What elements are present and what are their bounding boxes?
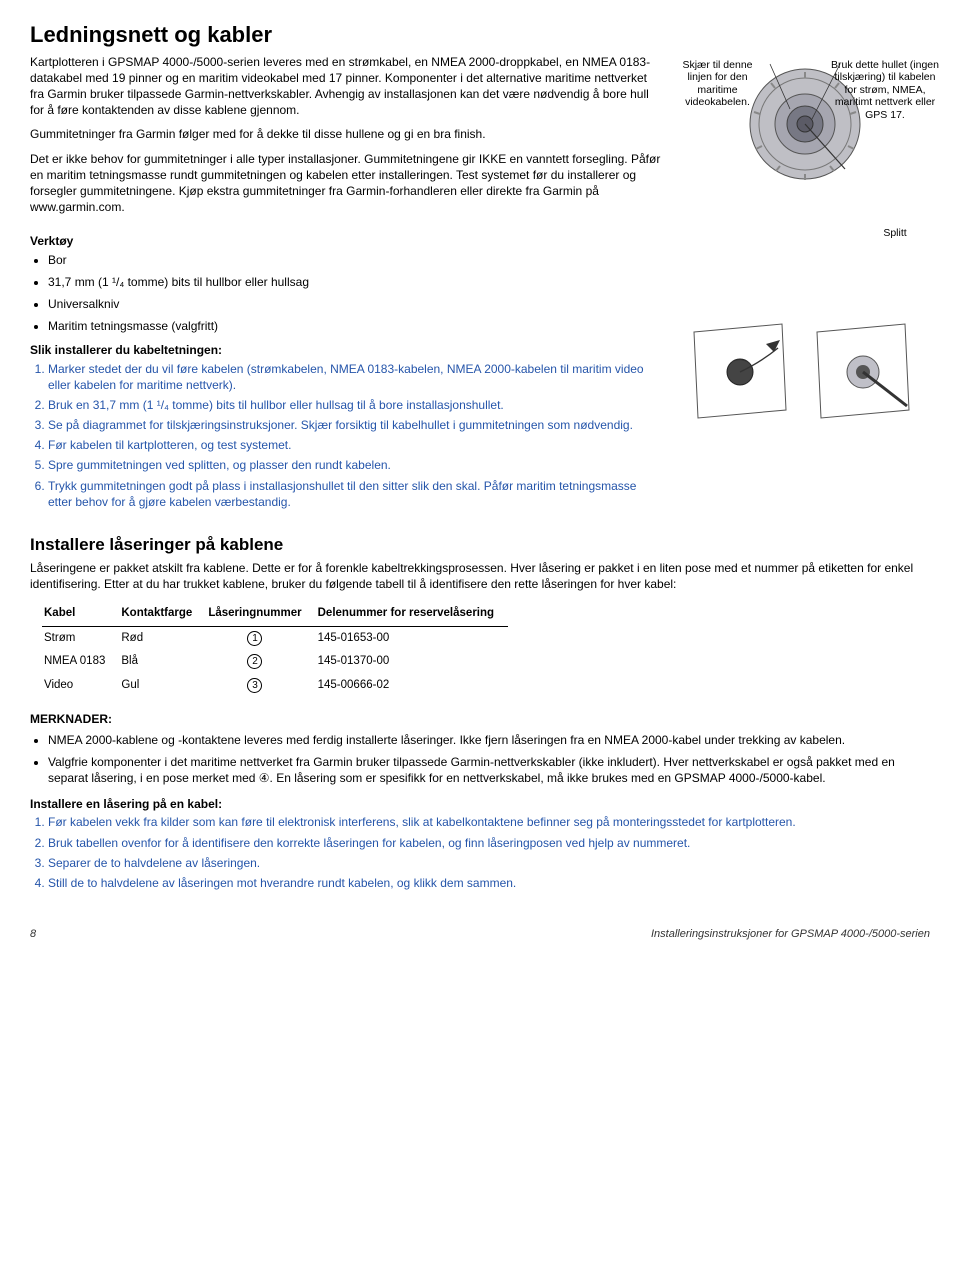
cell-delnummer: 145-01370-00 — [316, 650, 508, 674]
circled-number-icon: 1 — [247, 631, 262, 646]
step-item: Still de to halvdelene av låseringen mot… — [48, 875, 930, 891]
grommet-figure: Skjær til denne linjen for den maritime … — [680, 54, 930, 214]
step-text: Før kabelen vekk fra kilder som kan føre… — [48, 815, 796, 829]
step-text: Marker stedet der du vil føre kabelen (s… — [48, 362, 644, 392]
cell-nummer: 2 — [206, 650, 315, 674]
circled-number-icon: 3 — [247, 678, 262, 693]
th-laseringnummer: Låseringnummer — [206, 602, 315, 626]
step-item: Marker stedet der du vil føre kabelen (s… — [48, 361, 652, 393]
step-item: Før kabelen til kartplotteren, og test s… — [48, 437, 652, 453]
callout-splitt: Splitt — [870, 227, 920, 240]
install-steps: Marker stedet der du vil føre kabelen (s… — [48, 361, 652, 511]
step-item: Bruk en 31,7 mm (1 ¹/₄ tomme) bits til h… — [48, 397, 652, 413]
step-text: Før kabelen til kartplotteren, og test s… — [48, 438, 291, 452]
step-text: Bruk en 31,7 mm (1 ¹/₄ tomme) bits til h… — [48, 398, 504, 412]
lockrings-heading: Installere låseringer på kablene — [30, 534, 930, 557]
table-row: Video Gul 3 145-00666-02 — [42, 674, 508, 698]
page-number: 8 — [30, 927, 36, 942]
th-kontaktfarge: Kontaktfarge — [119, 602, 206, 626]
cell-delnummer: 145-01653-00 — [316, 626, 508, 650]
cell-kabel: Video — [42, 674, 119, 698]
circled-number-icon: 2 — [247, 654, 262, 669]
step-item: Trykk gummitetningen godt på plass i ins… — [48, 478, 652, 510]
intro-paragraph-3: Det er ikke behov for gummitetninger i a… — [30, 151, 662, 216]
notes-heading: MERKNADER: — [30, 711, 930, 727]
step-text: Separer de to halvdelene av låseringen. — [48, 856, 260, 870]
intro-text-column: Kartplotteren i GPSMAP 4000-/5000-serien… — [30, 54, 662, 224]
tools-and-panels-row: Bor 31,7 mm (1 ¹/₄ tomme) bits til hullb… — [30, 252, 930, 520]
lockrings-intro: Låseringene er pakket atskilt fra kablen… — [30, 560, 930, 592]
intro-section: Kartplotteren i GPSMAP 4000-/5000-serien… — [30, 54, 930, 224]
panel-drill-icon — [686, 318, 791, 423]
note-item: Valgfrie komponenter i det maritime nett… — [48, 754, 930, 786]
th-kabel: Kabel — [42, 602, 119, 626]
step-item: Spre gummitetningen ved splitten, og pla… — [48, 457, 652, 473]
tools-list: Bor 31,7 mm (1 ¹/₄ tomme) bits til hullb… — [48, 252, 652, 335]
notes-list: NMEA 2000-kablene og -kontaktene leveres… — [48, 732, 930, 787]
tools-steps-column: Bor 31,7 mm (1 ¹/₄ tomme) bits til hullb… — [30, 252, 652, 520]
th-delenummer: Delenummer for reservelåsering — [316, 602, 508, 626]
step-text: Se på diagrammet for tilskjæringsinstruk… — [48, 418, 633, 432]
intro-paragraph-2: Gummitetninger fra Garmin følger med for… — [30, 126, 662, 142]
cell-kabel: Strøm — [42, 626, 119, 650]
panel-cable-icon — [809, 318, 914, 423]
step-text: Still de to halvdelene av låseringen mot… — [48, 876, 516, 890]
cell-farge: Rød — [119, 626, 206, 650]
cell-delnummer: 145-00666-02 — [316, 674, 508, 698]
step-text: Trykk gummitetningen godt på plass i ins… — [48, 479, 636, 509]
lockring-table: Kabel Kontaktfarge Låseringnummer Delenu… — [42, 602, 508, 697]
cell-nummer: 3 — [206, 674, 315, 698]
step-text: Bruk tabellen ovenfor for å identifisere… — [48, 836, 690, 850]
steps2-heading: Installere en låsering på en kabel: — [30, 796, 930, 812]
page-footer: 8 Installeringsinstruksjoner for GPSMAP … — [30, 927, 930, 942]
panel-figures-column — [670, 252, 930, 520]
tools-heading: Verktøy — [30, 233, 930, 249]
lockring-steps: Før kabelen vekk fra kilder som kan føre… — [48, 814, 930, 891]
table-header-row: Kabel Kontaktfarge Låseringnummer Delenu… — [42, 602, 508, 626]
steps-heading: Slik installerer du kabeltetningen: — [30, 342, 652, 358]
step-item: Bruk tabellen ovenfor for å identifisere… — [48, 835, 930, 851]
step-text: Spre gummitetningen ved splitten, og pla… — [48, 458, 391, 472]
table-row: Strøm Rød 1 145-01653-00 — [42, 626, 508, 650]
step-item: Separer de to halvdelene av låseringen. — [48, 855, 930, 871]
panel-figures — [670, 318, 930, 423]
tool-item: Bor — [48, 252, 652, 268]
cell-kabel: NMEA 0183 — [42, 650, 119, 674]
page-title: Ledningsnett og kabler — [30, 20, 930, 50]
cell-farge: Blå — [119, 650, 206, 674]
cell-nummer: 1 — [206, 626, 315, 650]
cell-farge: Gul — [119, 674, 206, 698]
tool-item: 31,7 mm (1 ¹/₄ tomme) bits til hullbor e… — [48, 274, 652, 290]
step-item: Før kabelen vekk fra kilder som kan føre… — [48, 814, 930, 830]
step-item: Se på diagrammet for tilskjæringsinstruk… — [48, 417, 652, 433]
callout-cut-line: Skjær til denne linjen for den maritime … — [670, 59, 765, 109]
footer-doc-title: Installeringsinstruksjoner for GPSMAP 40… — [651, 927, 930, 942]
callout-hole: Bruk dette hullet (ingen tilskjæring) ti… — [830, 59, 940, 122]
grommet-figure-column: Skjær til denne linjen for den maritime … — [680, 54, 930, 224]
tool-item: Maritim tetningsmasse (valgfritt) — [48, 318, 652, 334]
note-item: NMEA 2000-kablene og -kontaktene leveres… — [48, 732, 930, 748]
tool-item: Universalkniv — [48, 296, 652, 312]
table-row: NMEA 0183 Blå 2 145-01370-00 — [42, 650, 508, 674]
intro-paragraph-1: Kartplotteren i GPSMAP 4000-/5000-serien… — [30, 54, 662, 119]
